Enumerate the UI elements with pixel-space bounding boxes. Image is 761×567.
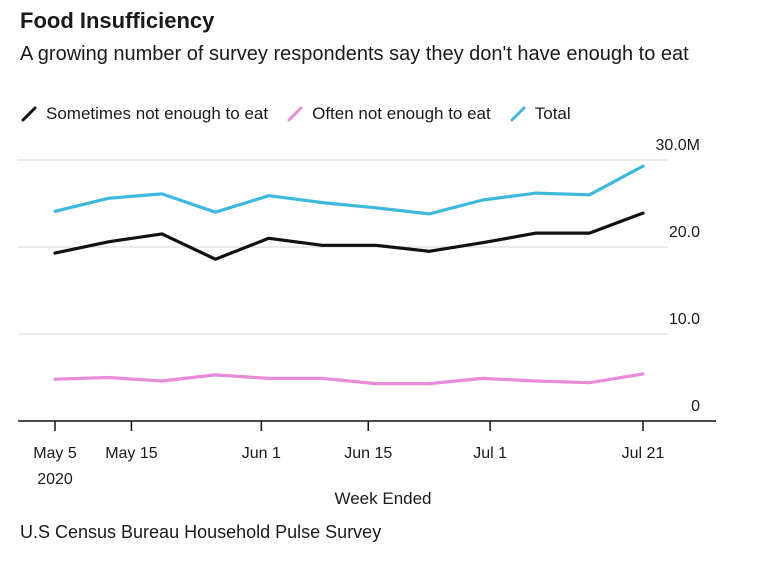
- legend: Sometimes not enough to eat Often not en…: [20, 104, 589, 124]
- x-tick-label: May 5: [33, 445, 77, 462]
- legend-label-total: Total: [534, 104, 571, 123]
- series-line-often: [53, 372, 645, 386]
- x-axis: May 5 May 15 Jun 1 Jun 15 Jul 1 Jul 21 2020: [18, 420, 716, 488]
- y-tick-label: 10.0: [669, 311, 700, 328]
- y-axis-labels: 0 10.0 20.0 30.0M: [656, 137, 701, 415]
- legend-swatch-total: [510, 106, 526, 122]
- legend-label-sometimes: Sometimes not enough to eat: [46, 104, 269, 123]
- y-tick-label: 30.0M: [656, 137, 700, 154]
- source-note: U.S Census Bureau Household Pulse Survey: [20, 522, 382, 542]
- legend-label-often: Often not enough to eat: [312, 104, 491, 123]
- y-tick-label: 20.0: [669, 224, 700, 241]
- x-tick-label: Jul 1: [473, 445, 507, 462]
- chart-subtitle: A growing number of survey respondents s…: [20, 43, 689, 65]
- legend-item-sometimes: Sometimes not enough to eat: [20, 104, 268, 124]
- gridlines: [18, 159, 668, 335]
- x-axis-title: Week Ended: [334, 489, 431, 508]
- x-year-label: 2020: [37, 471, 73, 488]
- legend-item-total: Total: [509, 104, 571, 124]
- y-tick-label: 0: [691, 398, 700, 415]
- x-tick-label: Jul 21: [622, 445, 665, 462]
- x-tick-label: May 15: [105, 445, 158, 462]
- chart-title: Food Insufficiency: [20, 8, 215, 33]
- x-tick-label: Jun 1: [242, 445, 281, 462]
- legend-swatch-often: [287, 106, 303, 122]
- x-tick-label: Jun 15: [344, 445, 392, 462]
- series-line-total: [53, 164, 645, 216]
- legend-swatch-sometimes: [21, 106, 37, 122]
- legend-item-often: Often not enough to eat: [286, 104, 491, 124]
- series-line-sometimes: [53, 211, 645, 261]
- series-lines: [53, 164, 645, 386]
